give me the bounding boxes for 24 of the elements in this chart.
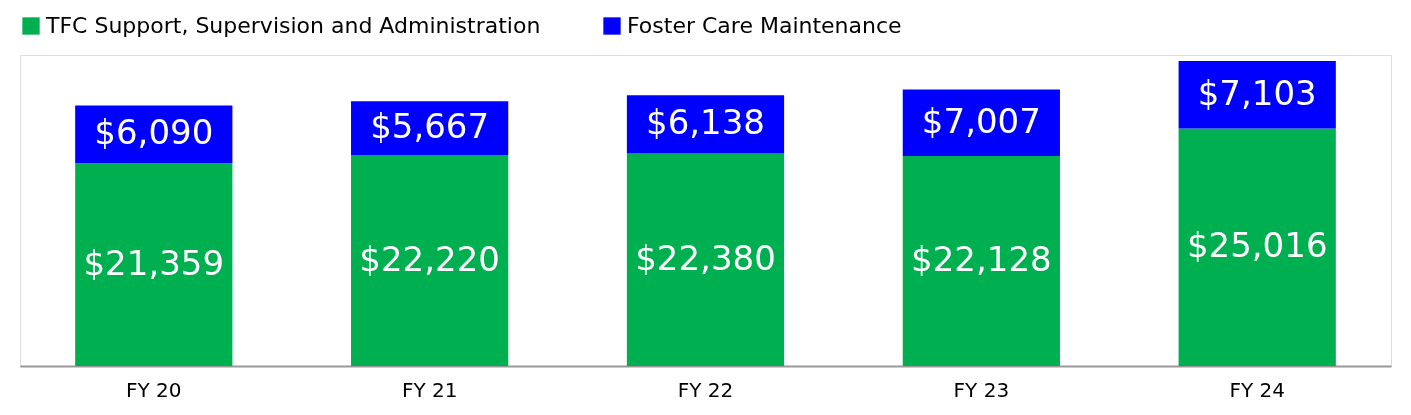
legend-label: TFC Support, Supervision and Administration [45, 13, 541, 38]
bar [626, 153, 785, 366]
x-tick-label: FY 23 [953, 377, 1010, 402]
bar [75, 163, 233, 366]
bar [1178, 128, 1336, 366]
data-label: $25,016 [1186, 225, 1328, 266]
data-label: $22,128 [911, 238, 1052, 279]
bar [351, 155, 509, 366]
bar [1178, 61, 1336, 129]
data-label: $6,090 [94, 112, 214, 153]
x-tick-label: FY 24 [1229, 377, 1285, 402]
data-label: $22,380 [635, 237, 776, 278]
bar [902, 89, 1060, 156]
data-label: $22,220 [359, 238, 500, 279]
x-tick-label: FY 22 [677, 377, 734, 402]
x-tick-label: FY 20 [126, 377, 182, 402]
data-label: $6,138 [646, 102, 765, 143]
x-tick-label: FY 21 [401, 377, 458, 402]
data-label: $5,667 [370, 106, 490, 147]
bar [902, 155, 1060, 366]
data-label: $7,007 [921, 100, 1041, 141]
data-label: $7,103 [1197, 72, 1317, 113]
data-label: $21,359 [83, 242, 225, 283]
legend-label: Foster Care Maintenance [627, 13, 902, 38]
